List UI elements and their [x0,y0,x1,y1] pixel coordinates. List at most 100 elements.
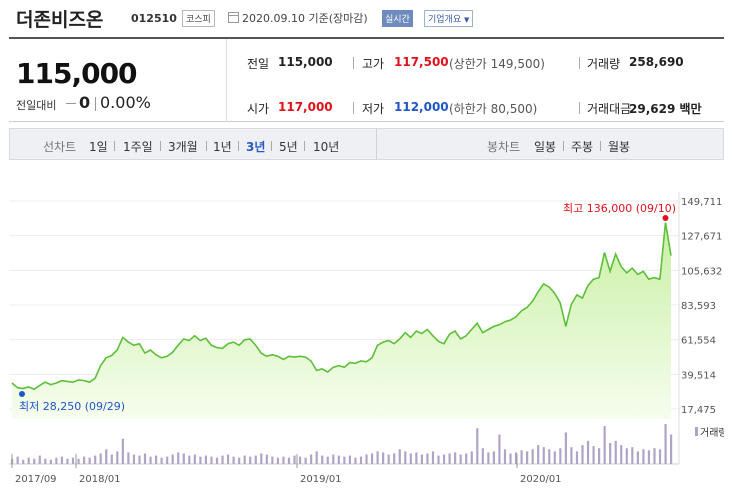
volume-bar [282,456,285,464]
candle-weekly[interactable]: 주봉 [571,140,594,154]
volume-bar [570,447,573,464]
y-tick-label: 105,632 [681,266,722,277]
volume-bar [260,453,263,464]
y-tick-label: 83,593 [681,301,716,312]
volume-bar [575,451,579,464]
period-3y[interactable]: 3년 [246,140,266,154]
volume-bar [537,445,540,464]
volume-bar [132,454,136,464]
volume-bar [359,456,363,464]
volume-bar [653,448,656,464]
volume-bar [232,456,235,464]
volume-bar [182,453,185,464]
volume-bar [16,456,19,464]
volume-bar [193,454,196,464]
line-chart-label: 선차트 [43,140,77,154]
lower-limit: (하한가 80,500) [449,102,538,116]
volume-bar [105,449,108,464]
volume-bar [315,451,318,464]
volume-bar [393,453,396,464]
period-1w[interactable]: 1주일 [123,140,153,154]
volume-bar [647,450,651,464]
volume-legend: 거래량 [700,427,724,439]
unchanged-icon [66,101,76,104]
base-date: 2020.09.10 기준(장마감) [242,12,368,25]
volume-bar [586,440,590,464]
volume-bar [370,453,374,464]
stock-name: 더존비즈온 [16,9,104,31]
period-5y[interactable]: 5년 [279,140,298,154]
volume-bar [276,457,280,464]
open-label: 시가 [247,102,270,116]
candle-monthly[interactable]: 월봉 [608,140,631,154]
high-label: 고가 [362,57,385,71]
volume-bar [376,451,379,464]
period-1y[interactable]: 1년 [213,140,232,154]
volume-bar [454,452,457,464]
volume-bar [348,455,352,464]
volume-bar [631,447,634,464]
volume-bar [559,448,562,464]
company-info-dropdown[interactable]: 기업개요 ▼ [424,10,474,27]
volume-bar [476,428,479,464]
volume-bar [642,449,645,464]
volume-bar [548,449,551,464]
volume-bar [121,438,124,464]
volume-bar [636,451,639,464]
amount-label: 거래대금 [587,102,632,116]
candle-chart-label: 봉차트 [487,140,521,154]
high-marker [662,215,669,221]
volume-bar [465,453,468,464]
volume-value: 258,690 [629,55,684,69]
volume-bar [620,445,623,464]
change-value: 0 [79,93,91,112]
realtime-button[interactable]: 실시간 [382,10,413,27]
volume-bar [154,455,158,464]
volume-bar [287,457,291,464]
candle-daily[interactable]: 일봉 [534,140,557,154]
volume-bar [592,446,595,464]
volume-bar [470,451,473,464]
period-3m[interactable]: 3개월 [168,140,198,154]
volume-bar [304,457,307,464]
divider [160,141,161,151]
volume-bar [487,452,490,464]
volume-bar [254,455,257,464]
x-tick-label: 2019/01 [300,474,342,485]
volume-bar [415,452,418,464]
volume-bar [55,457,58,464]
volume-bar [177,452,180,464]
period-10y[interactable]: 10년 [313,140,340,154]
volume-bar [664,424,667,464]
volume-bar [99,453,102,464]
volume-bar [354,457,357,464]
price-area [12,222,671,419]
volume-bar [603,426,606,464]
low-label: 저가 [362,102,385,116]
volume-bar [437,455,440,464]
volume-bar [404,451,407,464]
divider [563,141,564,151]
volume-bar [204,455,208,464]
volume-bar [49,459,52,464]
divider [238,141,239,151]
volume-bar [531,449,534,464]
upper-limit: (상한가 149,500) [449,57,545,71]
volume-label: 거래량 [587,57,621,71]
volume-bar [564,432,567,464]
volume-legend-swatch [695,427,698,436]
volume-bar [166,456,169,464]
period-1d[interactable]: 1일 [89,140,108,154]
stock-code: 012510 [131,12,177,25]
volume-bar [625,448,628,464]
volume-bar [459,454,462,464]
volume-bar [293,455,296,464]
y-tick-label: 39,514 [681,370,716,381]
divider [304,141,305,151]
volume-bar [249,456,252,464]
volume-bar [221,455,224,464]
volume-bar [382,452,385,464]
volume-bar [670,434,673,464]
volume-bar [149,456,152,464]
high-annotation: 최고 136,000 (09/10) [563,202,676,215]
